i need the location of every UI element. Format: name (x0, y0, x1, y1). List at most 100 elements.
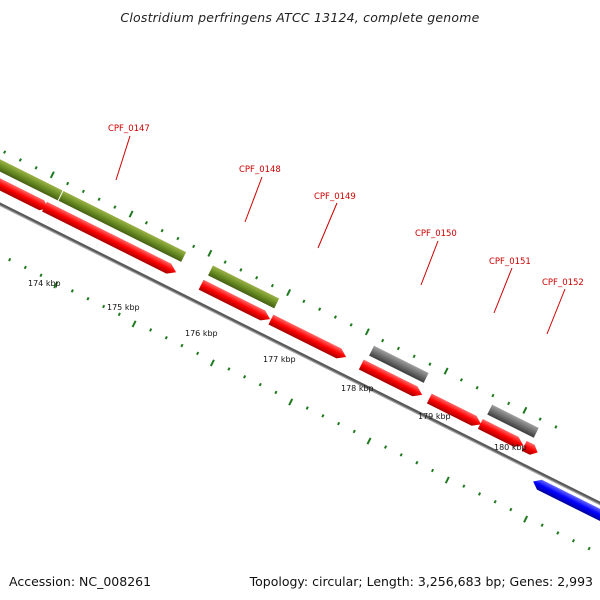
gene-label: CPF_0152 (542, 278, 584, 288)
backbone-line (0, 193, 600, 527)
inner-tick (383, 445, 388, 449)
gene-label: CPF_0147 (108, 124, 150, 134)
outer-tick (34, 166, 38, 170)
outer-tick-ring (3, 150, 558, 429)
outer-tick (49, 171, 55, 179)
cds-arrow-cpf-0151 (426, 393, 482, 426)
outer-tick (554, 425, 558, 429)
kbp-label: 180 kbp (494, 443, 527, 452)
outer-tick (207, 249, 213, 257)
outer-tick (18, 158, 22, 162)
inner-tick (102, 304, 106, 309)
inner-tick (86, 296, 90, 301)
inner-tick (180, 343, 184, 348)
outer-tick (443, 367, 449, 375)
inner-tick (415, 460, 419, 465)
cds-arrow-cpf-0149 (268, 314, 347, 359)
cog-block-cpf-0152-grey (487, 404, 539, 438)
gene-label-lines (115, 135, 566, 335)
inner-tick (321, 414, 325, 418)
outer-tick (396, 346, 400, 351)
label-line-cpf-0149 (317, 202, 338, 249)
outer-tick (364, 328, 370, 336)
inner-tick (509, 507, 513, 512)
inner-tick (399, 453, 403, 457)
inner-tick (274, 390, 278, 395)
outer-tick (522, 406, 528, 414)
label-line-cpf-0150 (420, 240, 439, 286)
cds-arrow-reverse (533, 479, 600, 531)
inner-tick (164, 335, 168, 340)
inner-tick (196, 351, 200, 356)
genome-track (0, 150, 600, 551)
outer-tick (160, 228, 164, 233)
gene-label: CPF_0148 (239, 165, 281, 175)
gene-label: CPF_0149 (314, 192, 356, 202)
cds-arrow-cpf-0147 (42, 201, 177, 274)
inner-tick (587, 546, 591, 551)
cds-arrow-cpf-0152b (521, 440, 538, 455)
inner-tick (53, 281, 59, 289)
outer-tick (381, 338, 385, 343)
label-line-cpf-0147 (115, 135, 131, 181)
kbp-label: 176 kbp (185, 329, 218, 338)
outer-tick (97, 197, 101, 202)
kbp-label: 179 kbp (418, 412, 451, 421)
inner-tick (462, 484, 466, 488)
outer-tick (192, 244, 196, 249)
outer-tick (176, 236, 180, 241)
cds-arrow-cpf-0150 (358, 359, 423, 397)
inner-tick (258, 382, 262, 387)
inner-tick (243, 375, 247, 379)
outer-tick (412, 354, 416, 359)
label-line-cpf-0152 (546, 288, 566, 335)
inner-tick (337, 421, 341, 426)
kbp-label: 177 kbp (263, 355, 296, 364)
cog-block-cpf-0147 (58, 190, 187, 262)
inner-tick (305, 406, 309, 410)
inner-tick (131, 320, 137, 328)
inner-tick-ring (8, 257, 591, 551)
outer-tick (318, 307, 322, 311)
cds-arrow-cpf-0148 (198, 279, 271, 321)
inner-tick (23, 265, 27, 270)
inner-tick (556, 531, 560, 535)
inner-tick (39, 273, 43, 278)
gene-label: CPF_0151 (489, 257, 531, 267)
inner-tick (571, 538, 576, 543)
outer-tick (349, 323, 353, 327)
outer-tick (81, 189, 85, 194)
label-line-cpf-0151 (493, 267, 513, 314)
kbp-labels: 174 kbp 175 kbp 176 kbp 177 kbp 178 kbp 179 k… (28, 279, 527, 452)
cog-block-cpf-0150-grey (369, 345, 429, 383)
inner-tick (288, 398, 294, 406)
outer-tick (66, 181, 70, 186)
outer-tick (144, 221, 148, 225)
backbone-line-shade (0, 195, 600, 528)
inner-tick (352, 429, 356, 434)
inner-tick (523, 515, 529, 523)
outer-tick (239, 268, 243, 272)
cds-arrow-cpf-0146 (0, 170, 49, 211)
inner-tick (493, 499, 497, 504)
inner-tick (430, 468, 435, 473)
outer-tick (113, 205, 117, 209)
inner-tick (209, 359, 215, 367)
kbp-label: 174 kbp (28, 279, 61, 288)
cds-arrow-cpf-0152a (477, 419, 524, 447)
outer-tick (459, 378, 463, 382)
inner-tick (444, 476, 450, 484)
outer-tick (491, 393, 495, 398)
kbp-label: 175 kbp (107, 303, 140, 312)
inner-tick (149, 328, 153, 332)
outer-tick (428, 362, 432, 366)
inner-tick (477, 492, 482, 496)
outer-tick (255, 275, 259, 280)
outer-tick (475, 385, 479, 390)
outer-tick (270, 283, 274, 288)
label-line-cpf-0148 (244, 176, 263, 223)
kbp-label: 178 kbp (341, 384, 374, 393)
inner-tick (8, 257, 12, 262)
inner-tick (70, 289, 74, 293)
